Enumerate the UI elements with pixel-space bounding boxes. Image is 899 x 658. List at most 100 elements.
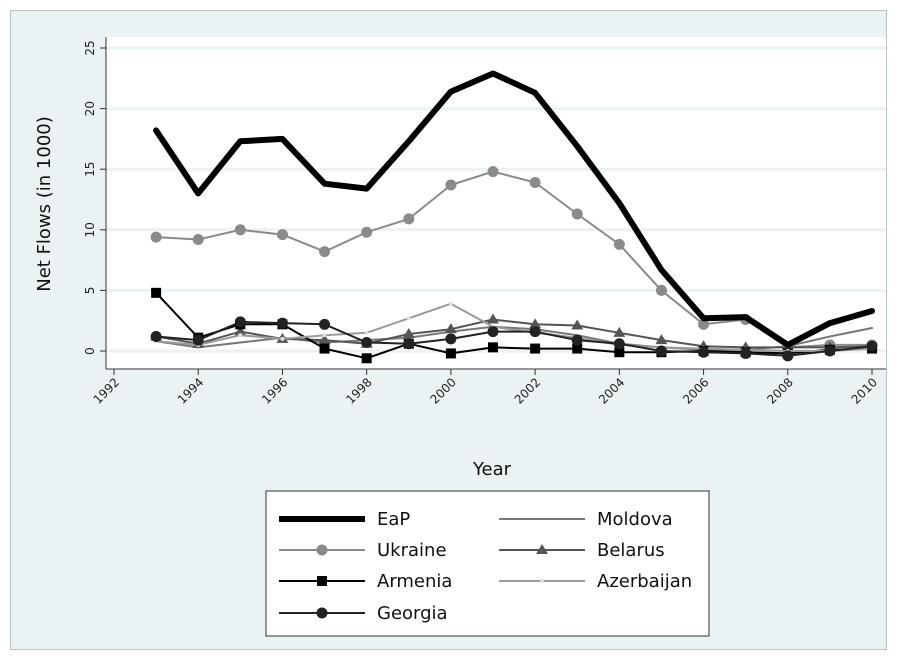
x-tick-label: 1996 [259, 375, 290, 406]
legend-label-moldova: Moldova [597, 509, 673, 530]
x-tick-label: 2004 [596, 375, 627, 406]
x-axis-title: Year [472, 459, 512, 480]
ukraine-point [487, 166, 499, 178]
legend-azerbaijan-point [540, 579, 544, 583]
azerbaijan-point [322, 333, 327, 338]
x-tick-label: 2008 [764, 375, 795, 406]
x-tick-label: 1992 [91, 375, 122, 406]
armenia-point [530, 343, 541, 354]
georgia-point [571, 334, 583, 346]
belarus-point [444, 323, 457, 334]
y-tick-label: 5 [83, 287, 97, 295]
azerbaijan-point [238, 333, 243, 338]
georgia-point [698, 346, 710, 358]
ukraine-point [276, 229, 288, 241]
legend-item-eap: EaP [279, 509, 410, 530]
series-line-armenia [155, 291, 873, 360]
ukraine-point [234, 224, 246, 236]
series-georgia [150, 316, 878, 362]
legend-item-azerbaijan: Azerbaijan [499, 571, 692, 592]
ukraine-point [192, 233, 204, 245]
legend-armenia-point [317, 576, 327, 586]
georgia-point [150, 330, 162, 342]
armenia-point [445, 348, 456, 359]
georgia-point [234, 316, 246, 328]
legend-label-azerbaijan: Azerbaijan [597, 571, 692, 592]
legend-ukraine-point [316, 544, 328, 556]
belarus-point [487, 313, 499, 324]
chart-frame: 0 5 10 15 20 25 1992 1994 1996 1998 2000 2002 2004 20… [10, 10, 887, 650]
legend-georgia-point [316, 607, 328, 619]
azerbaijan-point [280, 336, 285, 341]
armenia-point [614, 347, 625, 358]
x-tick-label: 2002 [512, 375, 543, 406]
belarus-point [571, 319, 584, 330]
series-line-georgia [155, 320, 873, 357]
series-line-eap [153, 70, 875, 348]
belarus-point [234, 325, 247, 336]
series-eap [153, 70, 875, 348]
legend: EaP Moldova Ukraine Belarus Armenia Azerbaija… [265, 490, 710, 637]
legend-item-moldova: Moldova [499, 509, 673, 530]
georgia-point [192, 334, 204, 346]
belarus-point [529, 318, 542, 329]
ukraine-point [319, 246, 331, 258]
georgia-point [655, 345, 667, 357]
ukraine-point [655, 284, 667, 296]
armenia-point [572, 343, 583, 354]
ukraine-point [529, 177, 541, 189]
ukraine-point [361, 226, 373, 238]
y-axis-title: Net Flows (in 1000) [34, 116, 55, 292]
ukraine-point [445, 179, 457, 191]
legend-label-belarus: Belarus [597, 540, 665, 561]
belarus-point [318, 334, 331, 345]
azerbaijan-point [448, 301, 453, 306]
georgia-point [613, 338, 625, 350]
legend-label-ukraine: Ukraine [377, 540, 447, 561]
legend-label-eap: EaP [377, 509, 410, 530]
armenia-point [361, 353, 372, 364]
y-tick-label: 20 [83, 101, 97, 116]
y-tick-label: 15 [83, 162, 97, 177]
x-tick-label: 2000 [428, 375, 459, 406]
legend-belarus-point [536, 544, 548, 554]
series-line-azerbaijan [155, 302, 873, 352]
line-chart: 0 5 10 15 20 25 1992 1994 1996 1998 2000 2002 2004 20… [34, 37, 886, 637]
georgia-point [403, 338, 415, 350]
legend-item-armenia: Armenia [279, 571, 452, 592]
ukraine-point [403, 213, 415, 225]
legend-item-ukraine: Ukraine [279, 540, 447, 561]
ukraine-point [613, 238, 625, 250]
legend-item-belarus: Belarus [499, 540, 665, 561]
legend-item-georgia: Georgia [279, 603, 448, 624]
armenia-point [488, 342, 498, 353]
legend-label-georgia: Georgia [377, 603, 448, 624]
georgia-point [276, 317, 288, 329]
x-tick-label: 1994 [175, 375, 206, 406]
georgia-point [824, 345, 836, 357]
georgia-point [319, 318, 331, 330]
georgia-point [866, 340, 878, 352]
belarus-point [613, 326, 626, 337]
georgia-point [445, 333, 457, 345]
x-tick-label: 2010 [849, 375, 880, 406]
azerbaijan-point [364, 330, 369, 335]
ukraine-point [698, 318, 710, 330]
armenia-point [151, 287, 162, 298]
georgia-point [740, 347, 752, 359]
belarus-point [655, 334, 668, 345]
georgia-point [782, 350, 794, 362]
x-tick-label: 1998 [343, 375, 374, 406]
y-tick-label: 10 [83, 222, 97, 237]
georgia-point [361, 337, 373, 349]
y-tick-label: 25 [83, 40, 97, 55]
georgia-point [487, 326, 499, 338]
legend-box [265, 490, 710, 637]
belarus-point [402, 328, 415, 339]
ukraine-point [150, 231, 162, 243]
azerbaijan-point [406, 316, 411, 321]
armenia-point [319, 343, 330, 354]
georgia-point [529, 326, 541, 338]
legend-label-armenia: Armenia [377, 571, 452, 592]
ukraine-point [571, 208, 583, 220]
